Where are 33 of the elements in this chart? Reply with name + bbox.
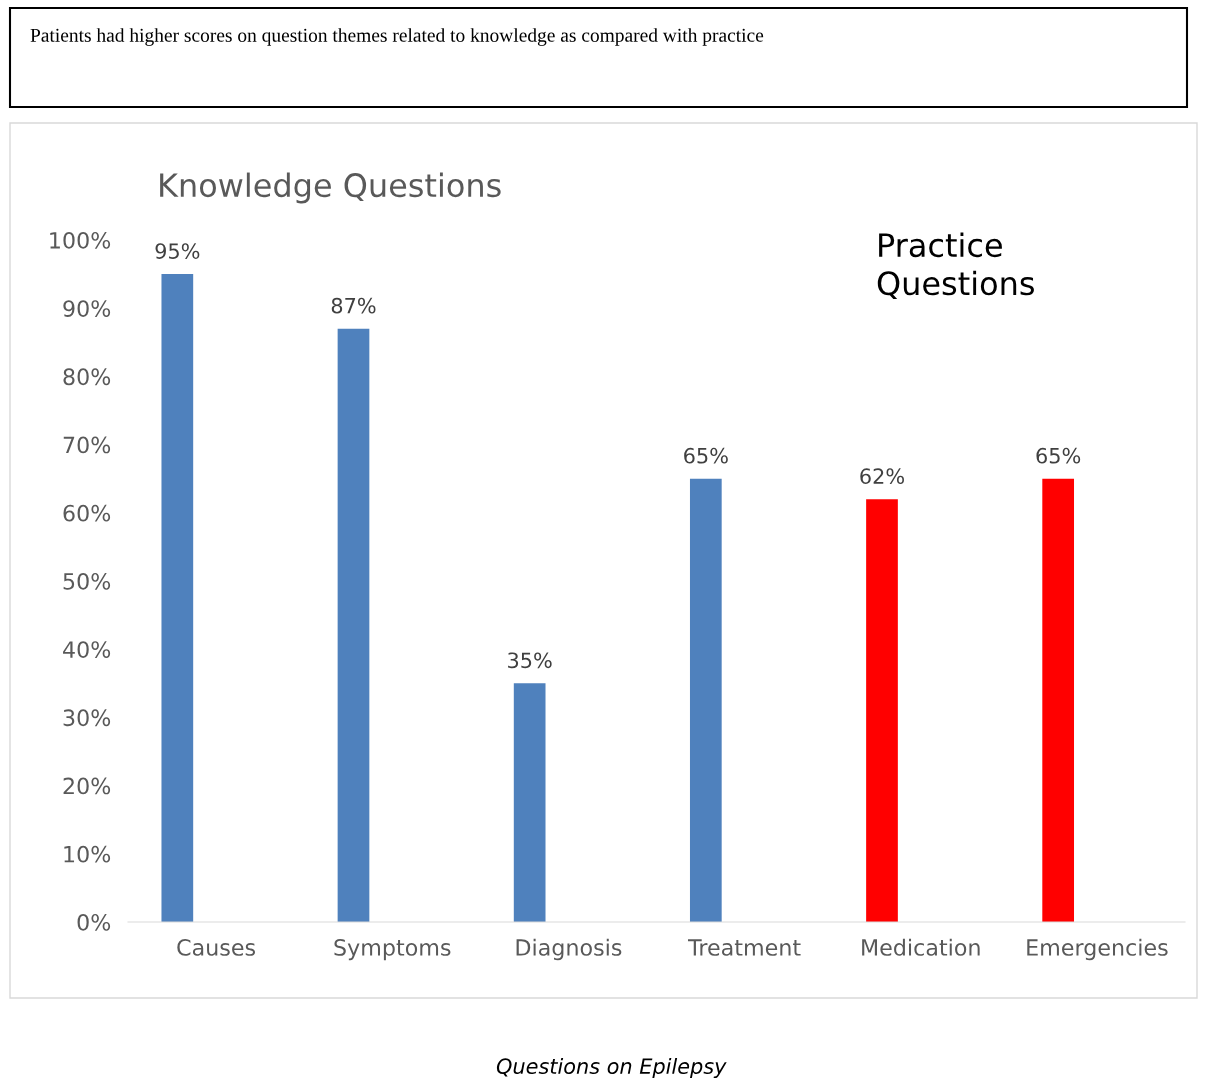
data-label: 95% [155, 243, 200, 259]
text: Patients had higher scores on question themes related to knowledge as compared with practice [30, 28, 764, 46]
bar [337, 328, 370, 922]
data-label: 65% [1036, 447, 1081, 464]
x-tick-label: Medication [862, 938, 980, 956]
y-tick-label: 40% [63, 641, 111, 658]
x-tick-label: Treatment [687, 939, 801, 956]
y-tick-label: 60% [63, 504, 111, 522]
x-tick-label: Causes [177, 939, 256, 956]
data-label: 35% [508, 652, 552, 669]
y-tick-label: 10% [64, 845, 111, 863]
data-label: 65% [684, 447, 728, 464]
x-tick-label: Diagnosis [516, 938, 622, 961]
x-tick-label: Symptoms [334, 939, 451, 961]
y-tick-label: 100% [50, 231, 111, 249]
bar [689, 478, 722, 922]
y-tick-label: 70% [63, 436, 111, 454]
data-label: 62% [860, 468, 904, 485]
annotation: Practice Questions [877, 232, 1034, 300]
data-label: 87% [331, 297, 376, 314]
y-tick-label: 80% [63, 368, 111, 386]
y-tick-label: 90% [63, 300, 111, 317]
bar [866, 499, 898, 922]
y-tick-label: 20% [63, 777, 111, 795]
y-tick-label: 30% [63, 709, 111, 727]
bar [161, 274, 194, 922]
y-tick-label: 50% [63, 572, 111, 590]
text: Questions on Epilepsy [496, 1057, 727, 1079]
x-tick-label: Emergencies [1027, 938, 1168, 961]
chart-title: Knowledge Questions [160, 172, 501, 204]
bar [513, 683, 546, 922]
y-tick-label: 0% [77, 913, 111, 931]
bar [1042, 478, 1075, 922]
